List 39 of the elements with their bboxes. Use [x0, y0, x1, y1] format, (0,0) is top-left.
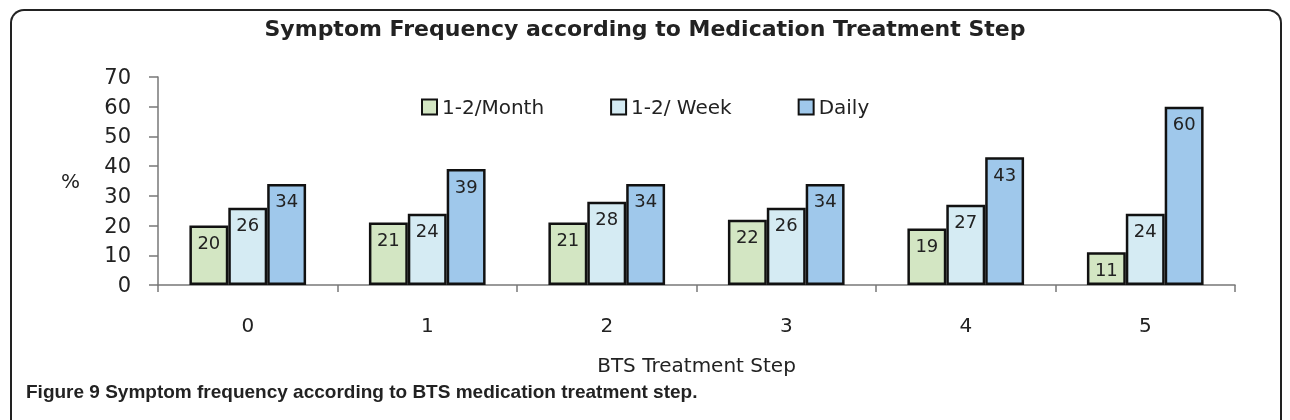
x-tick-label: 1: [420, 313, 434, 337]
legend-label: 1-2/ Week: [631, 95, 733, 119]
data-label: 34: [813, 190, 837, 212]
x-tick-label: 4: [959, 313, 973, 337]
data-label: 34: [275, 190, 299, 212]
x-tick-label: 2: [600, 313, 614, 337]
data-label: 39: [454, 175, 478, 197]
data-label: 24: [415, 220, 439, 242]
data-label: 26: [236, 214, 260, 236]
y-tick-label: 40: [104, 154, 131, 179]
data-label: 60: [1172, 113, 1196, 135]
data-label: 43: [993, 163, 1017, 185]
y-tick-label: 20: [104, 213, 131, 238]
y-tick-label: 0: [117, 273, 131, 297]
x-tick-label: 5: [1138, 313, 1152, 337]
data-label: 21: [556, 229, 580, 251]
data-label: 24: [1133, 220, 1157, 242]
y-tick-label: 70: [104, 65, 131, 89]
data-label: 34: [634, 190, 658, 212]
x-axis-title: BTS Treatment Step: [597, 353, 796, 377]
data-label: 26: [774, 214, 798, 236]
data-label: 28: [595, 208, 619, 230]
data-label: 27: [954, 211, 978, 233]
x-tick-label: 0: [241, 313, 255, 337]
legend-label: Daily: [818, 95, 870, 119]
data-label: 20: [197, 232, 221, 254]
y-axis-title: %: [60, 169, 80, 193]
legend-label: 1-2/Month: [442, 95, 545, 119]
y-tick-label: 10: [104, 243, 131, 268]
y-tick-label: 30: [104, 183, 131, 208]
y-tick-label: 60: [104, 94, 131, 119]
caption: Figure 9 Symptom frequency according to BTS medication treatment step.: [26, 381, 699, 403]
y-tick-label: 50: [104, 124, 131, 149]
x-tick-label: 3: [779, 313, 793, 337]
data-label: 11: [1094, 258, 1118, 280]
data-label: 21: [376, 229, 400, 251]
data-label: 22: [735, 226, 759, 248]
data-label: 19: [915, 235, 939, 257]
chart-title: Symptom Frequency according to Medication Treatment Step: [264, 15, 1026, 41]
